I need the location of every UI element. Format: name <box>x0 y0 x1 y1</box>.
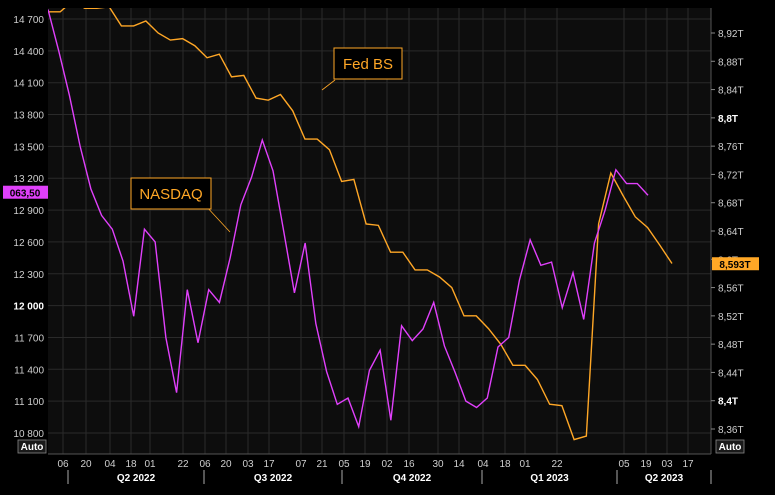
left-axis-tick-label: 13 200 <box>13 174 44 185</box>
nasdaq-line[interactable] <box>48 9 649 430</box>
nasdaq-annotation-box[interactable] <box>130 177 212 210</box>
x-axis-tick-label: 06 <box>199 459 211 470</box>
right-auto-button[interactable] <box>715 439 745 454</box>
left-axis-tick-label: 10 800 <box>13 429 44 440</box>
right-axis-tick-label: 8,84T <box>718 86 744 97</box>
left-axis-tick-label: 11 700 <box>14 333 44 344</box>
left-axis[interactable]: 10 800 11 100 11 400 11 700 12 000 12 300 12 6… <box>13 15 47 454</box>
left-axis-tick-label: 12 000 <box>13 302 44 313</box>
right-axis-tick-label: 8,88T <box>718 57 744 68</box>
quarter-label: Q2 2023 <box>645 473 684 484</box>
right-axis-tick-label: 8,4T <box>718 397 738 408</box>
x-axis-tick-label: 14 <box>453 459 465 470</box>
x-axis-tick-label: 04 <box>477 459 489 470</box>
left-axis-tick-label: 12 900 <box>13 206 44 217</box>
nasdaq-current-value: 063,50 <box>10 189 41 200</box>
quarter-label: Q1 2023 <box>530 473 569 484</box>
x-axis-tick-label: 19 <box>359 459 371 470</box>
left-axis-tick-label: 13 500 <box>13 142 44 153</box>
x-axis-tick-label: 19 <box>640 459 652 470</box>
right-axis-tick-label: 8,76T <box>718 142 744 153</box>
x-axis-tick-label: 18 <box>499 459 511 470</box>
x-axis-tick-label: 17 <box>263 459 275 470</box>
annotations: NASDAQ Fed BS <box>130 47 403 233</box>
left-axis-tick-label: 11 400 <box>14 365 44 376</box>
fed-bs-current-value: 8,593T <box>719 260 750 271</box>
fed-bs-current-value-badge <box>712 257 759 271</box>
right-axis-tick-label: 8,36T <box>718 425 744 436</box>
quarter-label: Q4 2022 <box>393 473 432 484</box>
series-lines <box>48 1 673 441</box>
x-axis-tick-label: 05 <box>338 459 350 470</box>
x-axis-tick-label: 04 <box>104 459 116 470</box>
left-axis-tick-label: 14 400 <box>13 47 44 58</box>
x-axis-tick-label: 01 <box>519 459 531 470</box>
x-axis-tick-label: 17 <box>682 459 694 470</box>
left-axis-tick-label: 11 100 <box>14 397 44 408</box>
left-axis-tick-label: 13 800 <box>13 111 44 122</box>
x-axis-tick-label: 22 <box>551 459 563 470</box>
right-auto-label: Auto <box>719 442 742 453</box>
current-value-labels: 063,50 8,593T <box>3 185 759 271</box>
right-axis-tick-label: 8,92T <box>718 29 744 40</box>
x-axis-tick-label: 05 <box>618 459 630 470</box>
x-axis-tick-label: 22 <box>177 459 189 470</box>
left-auto-label: Auto <box>21 442 44 453</box>
left-auto-button[interactable] <box>17 439 47 454</box>
x-axis[interactable]: 06 20 04 18 01 22 06 20 03 17 07 21 05 19 02 16 30 14 04 18… <box>48 453 712 484</box>
quarter-label: Q2 2022 <box>117 473 156 484</box>
right-axis-tick-label: 8,44T <box>718 368 744 379</box>
x-axis-tick-label: 30 <box>432 459 444 470</box>
left-axis-tick-label: 14 100 <box>13 79 44 90</box>
left-axis-tick-label: 12 300 <box>13 270 44 281</box>
nasdaq-annotation-label: NASDAQ <box>139 186 202 203</box>
right-axis-tick-label: 8,8T <box>718 114 738 125</box>
x-axis-tick-label: 07 <box>295 459 307 470</box>
right-axis-tick-label: 8,64T <box>718 227 744 238</box>
fedbs-annotation-leader <box>321 79 336 91</box>
x-axis-tick-label: 21 <box>316 459 328 470</box>
quarter-label: Q3 2022 <box>254 473 293 484</box>
nasdaq-current-value-badge <box>3 185 48 199</box>
x-axis-tick-label: 01 <box>144 459 156 470</box>
x-axis-tick-label: 20 <box>80 459 92 470</box>
right-axis-tick-label: 8,52T <box>718 312 744 323</box>
right-axis-tick-label: 8,68T <box>718 199 744 210</box>
fed-bs-line[interactable] <box>48 1 673 441</box>
fedbs-annotation-label: Fed BS <box>343 56 393 73</box>
right-axis-tick-label: 8,48T <box>718 340 744 351</box>
fedbs-annotation-box[interactable] <box>333 47 403 80</box>
x-axis-tick-label: 16 <box>403 459 415 470</box>
right-axis-tick-label: 8,56T <box>718 284 744 295</box>
x-axis-tick-label: 18 <box>125 459 137 470</box>
x-axis-tick-label: 03 <box>242 459 254 470</box>
left-axis-tick-label: 14 700 <box>13 15 44 26</box>
x-axis-tick-label: 03 <box>661 459 673 470</box>
x-axis-tick-label: 20 <box>220 459 232 470</box>
x-axis-tick-label: 02 <box>381 459 393 470</box>
x-axis-tick-label: 06 <box>57 459 69 470</box>
right-axis-tick-label: 8,72T <box>718 170 744 181</box>
left-axis-tick-label: 12 600 <box>13 238 44 249</box>
